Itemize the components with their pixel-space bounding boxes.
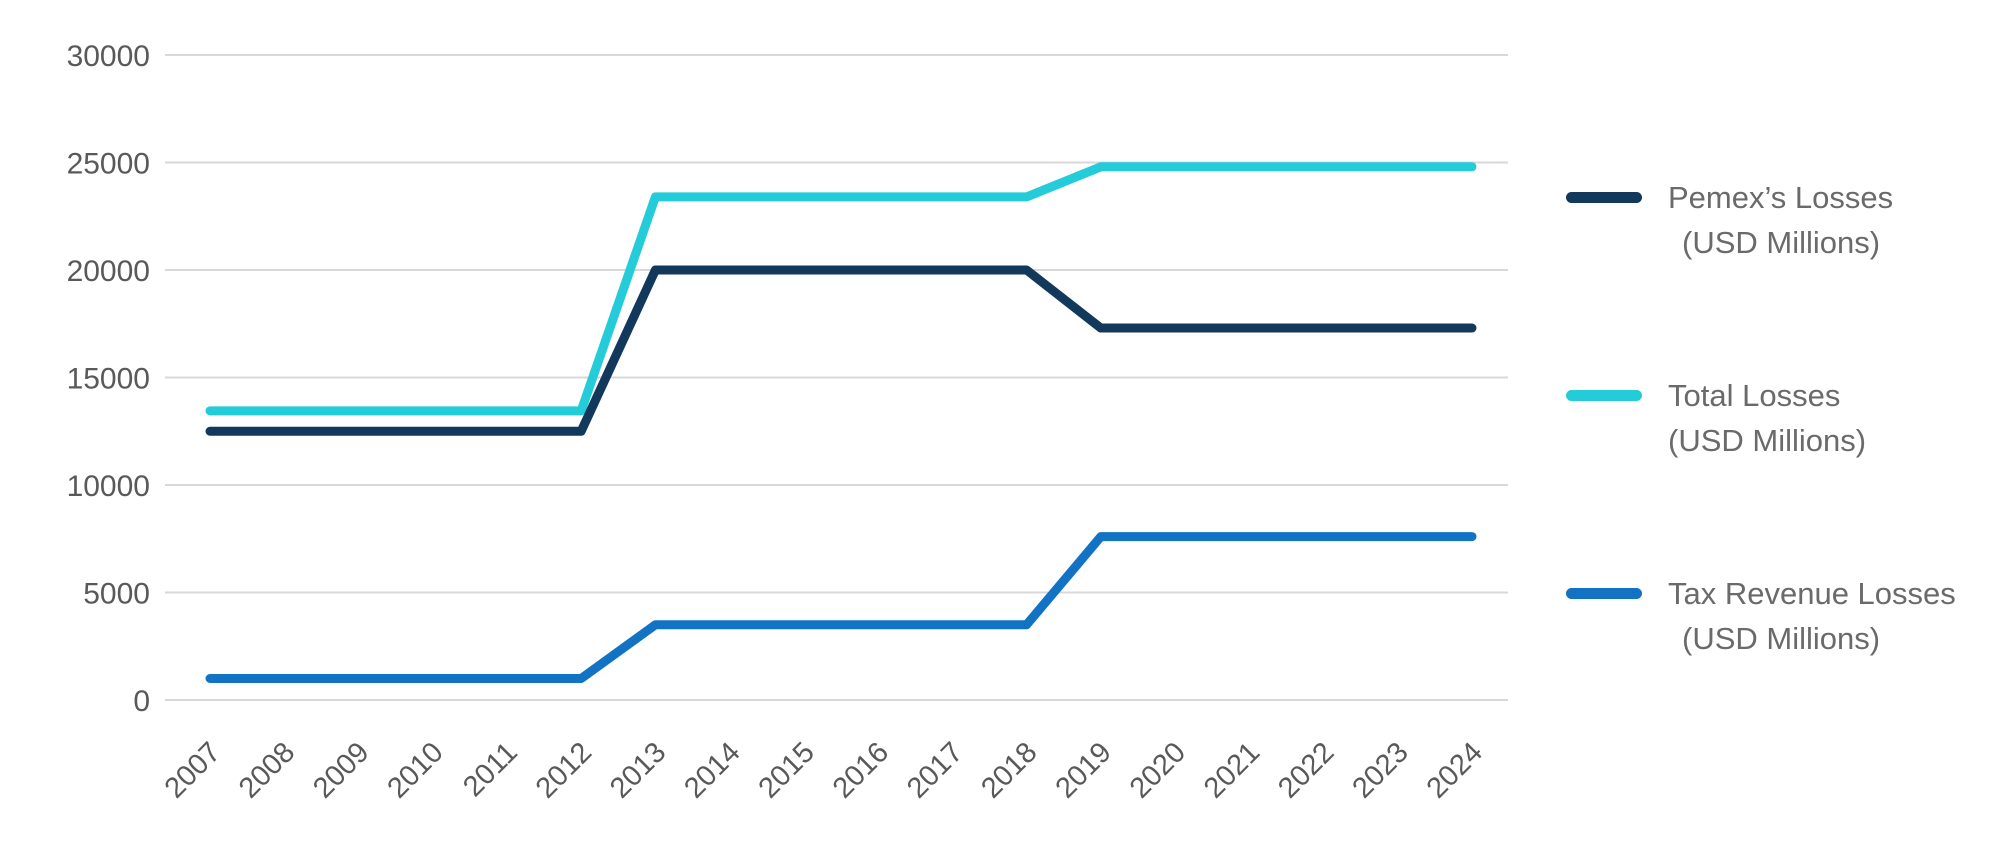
x-tick-label: 2007 [159, 736, 227, 804]
x-tick-label: 2012 [530, 736, 598, 804]
legend-label-tax-revenue-losses: Tax Revenue Losses (USD Millions) [1668, 571, 1956, 661]
y-tick-label: 25000 [67, 148, 150, 181]
y-tick-label: 15000 [67, 363, 150, 396]
y-tick-label: 10000 [67, 470, 150, 503]
legend-label-total-losses: Total Losses (USD Millions) [1668, 373, 1866, 463]
legend-label-line1: Tax Revenue Losses [1668, 576, 1956, 611]
chart-legend: Pemex’s Losses (USD Millions) Total Loss… [1566, 0, 1996, 849]
y-tick-label: 0 [133, 685, 150, 718]
y-tick-label: 20000 [67, 255, 150, 288]
y-tick-label: 30000 [67, 40, 150, 73]
x-tick-label: 2020 [1124, 736, 1192, 804]
x-tick-label: 2015 [753, 736, 821, 804]
series-line-pemex-losses [205, 265, 1477, 436]
series-line-tax-revenue-losses [205, 532, 1477, 683]
x-tick-label: 2008 [233, 736, 301, 804]
legend-label-line1: Total Losses [1668, 378, 1841, 413]
legend-label-line2: (USD Millions) [1682, 225, 1881, 260]
legend-swatch-tax-revenue-losses [1566, 588, 1642, 599]
legend-item-pemex-losses: Pemex’s Losses (USD Millions) [1566, 175, 1893, 265]
legend-swatch-total-losses [1566, 390, 1642, 401]
legend-item-total-losses: Total Losses (USD Millions) [1566, 373, 1866, 463]
legend-label-line2: (USD Millions) [1668, 423, 1867, 458]
x-tick-label: 2016 [827, 736, 895, 804]
x-tick-label: 2018 [975, 736, 1043, 804]
x-tick-label: 2009 [307, 736, 375, 804]
legend-label-line2: (USD Millions) [1682, 621, 1881, 656]
x-tick-label: 2021 [1198, 736, 1266, 804]
x-tick-label: 2022 [1272, 736, 1340, 804]
legend-swatch-pemex-losses [1566, 192, 1642, 203]
x-tick-label: 2017 [901, 736, 969, 804]
x-tick-label: 2010 [381, 736, 449, 804]
x-tick-label: 2013 [604, 736, 672, 804]
x-tick-label: 2023 [1346, 736, 1414, 804]
x-tick-label: 2011 [457, 736, 524, 803]
x-tick-label: 2014 [678, 736, 746, 804]
x-tick-label: 2019 [1050, 736, 1118, 804]
legend-label-line1: Pemex’s Losses [1668, 180, 1894, 215]
x-tick-label: 2024 [1421, 736, 1489, 804]
series-line-total-losses [205, 162, 1477, 416]
legend-item-tax-revenue-losses: Tax Revenue Losses (USD Millions) [1566, 571, 1956, 661]
legend-label-pemex-losses: Pemex’s Losses (USD Millions) [1668, 175, 1893, 265]
y-tick-label: 5000 [83, 578, 150, 611]
